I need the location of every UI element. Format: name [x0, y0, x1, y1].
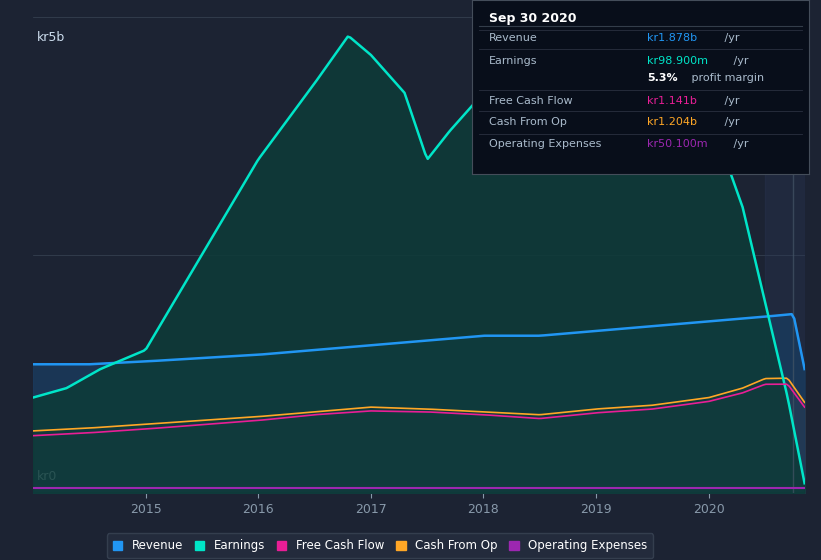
Text: 5.3%: 5.3%	[647, 73, 678, 83]
Text: /yr: /yr	[730, 56, 748, 66]
Text: /yr: /yr	[721, 116, 740, 127]
Text: Sep 30 2020: Sep 30 2020	[489, 12, 576, 25]
Legend: Revenue, Earnings, Free Cash Flow, Cash From Op, Operating Expenses: Revenue, Earnings, Free Cash Flow, Cash …	[107, 534, 654, 558]
Text: kr50.100m: kr50.100m	[647, 139, 708, 149]
Text: kr0: kr0	[37, 470, 57, 483]
Text: /yr: /yr	[721, 96, 740, 106]
Text: kr1.878b: kr1.878b	[647, 33, 697, 43]
Text: Operating Expenses: Operating Expenses	[489, 139, 601, 149]
Text: kr98.900m: kr98.900m	[647, 56, 708, 66]
Text: Revenue: Revenue	[489, 33, 538, 43]
Text: Earnings: Earnings	[489, 56, 538, 66]
Text: kr1.141b: kr1.141b	[647, 96, 697, 106]
Text: kr5b: kr5b	[37, 31, 65, 44]
Text: Free Cash Flow: Free Cash Flow	[489, 96, 572, 106]
Text: /yr: /yr	[721, 33, 740, 43]
Text: kr1.204b: kr1.204b	[647, 116, 697, 127]
Text: /yr: /yr	[730, 139, 748, 149]
Bar	[765, 17, 805, 493]
Text: Cash From Op: Cash From Op	[489, 116, 566, 127]
Text: profit margin: profit margin	[687, 73, 764, 83]
